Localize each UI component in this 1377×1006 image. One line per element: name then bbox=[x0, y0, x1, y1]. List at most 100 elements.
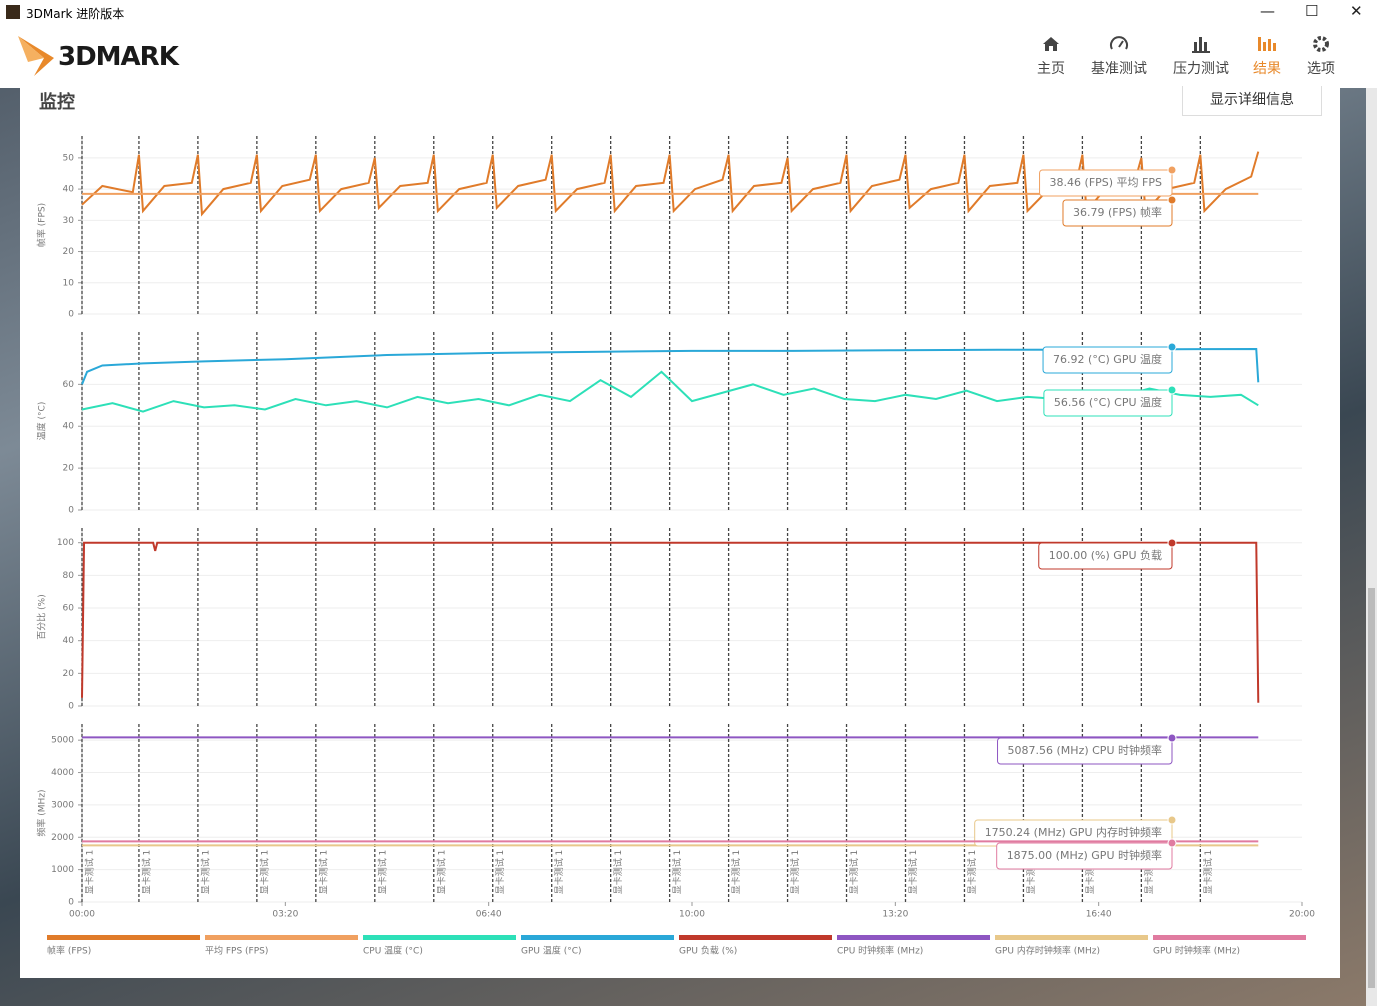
icon bbox=[1258, 37, 1276, 51]
legend-swatch bbox=[679, 935, 832, 940]
hover-dot bbox=[1167, 195, 1177, 205]
y-tick-label: 2000 bbox=[51, 833, 74, 843]
tooltip-text: 36.79 (FPS) 帧率 bbox=[1073, 205, 1162, 219]
tooltip: 56.56 (°C) CPU 温度 bbox=[1043, 389, 1173, 417]
marker-label: 显卡测试 1 bbox=[258, 850, 270, 895]
nav-item[interactable]: 结果 bbox=[1246, 34, 1288, 78]
hover-dot bbox=[1167, 385, 1177, 395]
tooltip-text: 1875.00 (MHz) GPU 时钟频率 bbox=[1007, 848, 1162, 862]
details-button[interactable]: 显示详细信息 bbox=[1182, 86, 1322, 116]
x-tick-label: 16:40 bbox=[1086, 910, 1112, 920]
y-tick-label: 10 bbox=[63, 278, 75, 288]
close-button[interactable]: ✕ bbox=[1350, 2, 1363, 20]
header: 3DMARK 主页 基准测试 压力测试 结果 选项 bbox=[0, 24, 1377, 88]
icon bbox=[1192, 37, 1210, 53]
marker-label: 显卡测试 1 bbox=[730, 850, 742, 895]
marker-label: 显卡测试 1 bbox=[199, 850, 211, 895]
tooltip: 1750.24 (MHz) GPU 内存时钟频率 bbox=[974, 819, 1173, 847]
legend-label: CPU 时钟频率 (MHz) bbox=[837, 945, 923, 957]
nav-label: 压力测试 bbox=[1173, 61, 1229, 77]
tooltip-box bbox=[997, 737, 1173, 765]
legend-label: 平均 FPS (FPS) bbox=[205, 945, 268, 957]
y-tick-label: 40 bbox=[63, 422, 75, 432]
nav-label: 选项 bbox=[1307, 61, 1335, 77]
scrollbar[interactable] bbox=[1366, 88, 1377, 1006]
tooltip-box bbox=[996, 842, 1173, 870]
x-tick-label: 10:00 bbox=[679, 910, 705, 920]
y-tick-label: 60 bbox=[63, 380, 75, 390]
minimize-button[interactable]: — bbox=[1260, 2, 1275, 20]
legend-label: 帧率 (FPS) bbox=[47, 945, 91, 957]
y-tick-label: 100 bbox=[57, 538, 74, 548]
legend-label: CPU 温度 (°C) bbox=[363, 945, 423, 957]
hover-dot bbox=[1167, 538, 1177, 548]
y-tick-label: 0 bbox=[68, 310, 74, 320]
y-axis-label: 帧率 (FPS) bbox=[36, 203, 48, 247]
hover-dot bbox=[1167, 165, 1177, 175]
hover-dot bbox=[1167, 815, 1177, 825]
legend-label: GPU 内存时钟频率 (MHz) bbox=[995, 945, 1100, 957]
tooltip-box bbox=[1062, 199, 1173, 227]
y-tick-label: 1000 bbox=[51, 865, 74, 875]
y-tick-label: 0 bbox=[68, 898, 74, 908]
marker-label: 显卡测试 1 bbox=[907, 850, 919, 895]
icon bbox=[1110, 36, 1128, 50]
tooltip-box bbox=[1039, 169, 1173, 197]
tooltip-box bbox=[1038, 542, 1173, 570]
nav-item[interactable]: 基准测试 bbox=[1088, 34, 1150, 78]
y-tick-label: 50 bbox=[63, 153, 75, 163]
y-axis-label: 温度 (°C) bbox=[36, 402, 48, 441]
logo-mark bbox=[18, 36, 54, 76]
y-axis-label: 百分比 (%) bbox=[36, 594, 48, 639]
legend-swatch bbox=[363, 935, 516, 940]
marker-label: 显卡测试 1 bbox=[848, 850, 860, 895]
tooltip: 100.00 (%) GPU 负载 bbox=[1038, 542, 1173, 570]
nav-item[interactable]: 压力测试 bbox=[1170, 34, 1232, 78]
marker-label: 显卡测试 1 bbox=[612, 850, 624, 895]
y-tick-label: 20 bbox=[63, 669, 75, 679]
marker-label: 显卡测试 1 bbox=[1202, 850, 1214, 895]
legend-swatch bbox=[521, 935, 674, 940]
y-tick-label: 40 bbox=[63, 185, 75, 195]
y-tick-label: 80 bbox=[63, 571, 75, 581]
marker-label: 显卡测试 1 bbox=[84, 850, 96, 895]
nav-item[interactable]: 选项 bbox=[1300, 34, 1342, 78]
scroll-thumb[interactable] bbox=[1368, 588, 1375, 988]
legend-label: GPU 温度 (°C) bbox=[521, 945, 582, 957]
legend-swatch bbox=[1153, 935, 1306, 940]
icon bbox=[1313, 36, 1329, 52]
marker-label: 显卡测试 1 bbox=[317, 850, 329, 895]
maximize-button[interactable]: ☐ bbox=[1305, 2, 1319, 20]
x-tick-label: 00:00 bbox=[69, 910, 95, 920]
marker-label: 显卡测试 1 bbox=[435, 850, 447, 895]
nav-item[interactable]: 主页 bbox=[1030, 34, 1072, 78]
legend-label: GPU 时钟频率 (MHz) bbox=[1153, 945, 1240, 957]
tooltip-text: 1750.24 (MHz) GPU 内存时钟频率 bbox=[985, 825, 1162, 839]
marker-label: 显卡测试 1 bbox=[140, 850, 152, 895]
marker-label: 显卡测试 1 bbox=[789, 850, 801, 895]
y-tick-label: 40 bbox=[63, 636, 75, 646]
x-tick-label: 13:20 bbox=[882, 910, 908, 920]
logo[interactable]: 3DMARK bbox=[58, 42, 179, 72]
tooltip-text: 76.92 (°C) GPU 温度 bbox=[1053, 352, 1162, 366]
tooltip-text: 5087.56 (MHz) CPU 时钟频率 bbox=[1008, 743, 1162, 757]
marker-label: 显卡测试 1 bbox=[376, 850, 388, 895]
section-title: 监控 bbox=[39, 92, 75, 113]
nav-label: 结果 bbox=[1253, 61, 1281, 77]
marker-label: 显卡测试 1 bbox=[553, 850, 565, 895]
title-bar: 3DMark 进阶版本 — ☐ ✕ bbox=[0, 0, 1377, 24]
marker-label: 显卡测试 1 bbox=[966, 850, 978, 895]
legend-swatch bbox=[205, 935, 358, 940]
tooltip: 1875.00 (MHz) GPU 时钟频率 bbox=[996, 842, 1173, 870]
marker-label: 显卡测试 1 bbox=[671, 850, 683, 895]
y-tick-label: 4000 bbox=[51, 768, 74, 778]
icon bbox=[1043, 37, 1059, 51]
x-tick-label: 03:20 bbox=[272, 910, 298, 920]
marker-label: 显卡测试 1 bbox=[494, 850, 506, 895]
nav-label: 基准测试 bbox=[1091, 61, 1147, 77]
y-axis-label: 频率 (MHz) bbox=[36, 789, 48, 836]
app-icon bbox=[6, 5, 20, 19]
y-tick-label: 0 bbox=[68, 506, 74, 516]
